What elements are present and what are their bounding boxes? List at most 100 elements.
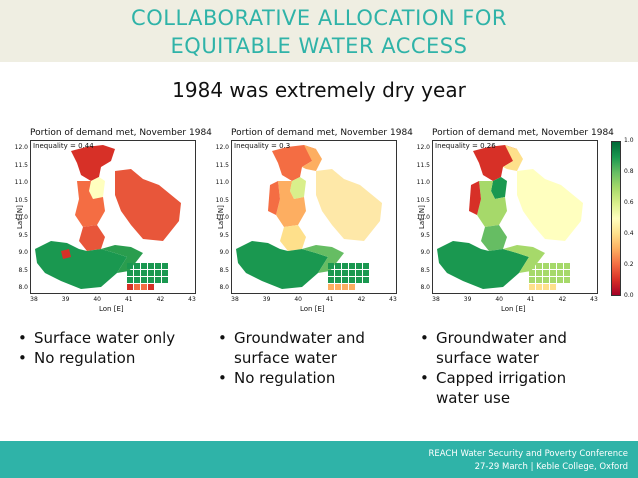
inequality-label: Inequality = 0.3 xyxy=(234,142,291,150)
y-tick-label: 9.5 xyxy=(420,231,430,239)
region-north xyxy=(272,145,316,181)
y-tick-label: 9.0 xyxy=(420,249,430,256)
bullet-item: No regulation xyxy=(18,348,175,368)
colorbar xyxy=(611,141,621,296)
y-tick-label: 12.0 xyxy=(215,144,229,151)
map-panel-3: Portion of demand met, November 1984 Ine… xyxy=(420,128,614,318)
region-east xyxy=(115,169,181,241)
y-tick-label: 12.0 xyxy=(14,144,28,151)
y-tick-label: 8.0 xyxy=(18,284,28,291)
map-plot: Inequality = 0.3 xyxy=(231,140,397,294)
colorbar-tick-label: 0.6 xyxy=(624,199,634,206)
region-mid xyxy=(79,225,105,251)
region-red-spot xyxy=(61,249,71,259)
map-plot: Inequality = 0.26 xyxy=(432,140,598,294)
region-central xyxy=(75,181,105,227)
map-panel-1: Portion of demand met, November 1984 Ine… xyxy=(18,128,212,318)
region-east xyxy=(316,169,382,241)
panel-title: Portion of demand met, November 1984 xyxy=(231,128,413,138)
y-tick-label: 12.0 xyxy=(416,144,430,151)
demand-grid xyxy=(127,263,168,290)
y-tick-label: 9.0 xyxy=(219,249,229,256)
map-svg xyxy=(35,145,181,289)
y-tick-label: 11.5 xyxy=(416,161,430,169)
region-mid xyxy=(481,225,507,251)
slide-subtitle: 1984 was extremely dry year xyxy=(172,78,466,102)
y-tick-label: 8.0 xyxy=(219,284,229,291)
y-tick-label: 10.5 xyxy=(215,196,229,204)
region-east xyxy=(517,169,583,241)
region-southwest xyxy=(236,241,328,289)
map-svg xyxy=(236,145,382,289)
y-tick-label: 8.5 xyxy=(18,266,28,274)
x-tick-label: 40 xyxy=(495,296,503,303)
region-north-east xyxy=(503,145,523,171)
y-tick-label: 10.5 xyxy=(416,196,430,204)
colorbar-tick-label: 0.4 xyxy=(624,230,634,237)
x-axis-label: Lon [E] xyxy=(99,305,124,313)
footer-band: REACH Water Security and Poverty Confere… xyxy=(0,441,638,478)
y-axis-label: Lat [N] xyxy=(418,205,426,229)
region-north-center xyxy=(491,177,507,199)
bullet-item: No regulation xyxy=(218,368,398,388)
x-tick-label: 42 xyxy=(558,296,567,303)
y-tick-label: 11.0 xyxy=(14,179,28,186)
colorbar-tick-label: 1.0 xyxy=(624,137,634,144)
x-axis-label: Lon [E] xyxy=(300,305,325,313)
x-tick-label: 40 xyxy=(294,296,302,303)
x-tick-label: 39 xyxy=(61,296,70,303)
footer-line1: REACH Water Security and Poverty Confere… xyxy=(428,449,628,459)
x-tick-label: 42 xyxy=(357,296,366,303)
colorbar-tick-label: 0.2 xyxy=(624,261,634,268)
region-west xyxy=(268,181,280,215)
bullet-list-3: Groundwater and surface water Capped irr… xyxy=(420,328,610,408)
map-plot: Inequality = 0.44 xyxy=(30,140,196,294)
bullet-item: Capped irrigation water use xyxy=(420,368,610,408)
y-tick-label: 10.5 xyxy=(14,196,28,204)
y-tick-label: 8.5 xyxy=(219,266,229,274)
x-tick-label: 42 xyxy=(156,296,165,303)
region-north-center xyxy=(290,177,306,199)
y-tick-label: 10.0 xyxy=(14,214,28,221)
y-axis-label: Lat [N] xyxy=(217,205,225,229)
region-mid xyxy=(280,225,306,251)
y-tick-label: 10.0 xyxy=(416,214,430,221)
region-north xyxy=(71,145,115,181)
inequality-label: Inequality = 0.44 xyxy=(33,142,94,150)
panel-title: Portion of demand met, November 1984 xyxy=(30,128,212,138)
y-tick-label: 8.5 xyxy=(420,266,430,274)
demand-grid xyxy=(529,263,570,290)
region-central xyxy=(276,181,306,227)
x-tick-label: 43 xyxy=(188,296,196,303)
bullet-list-1: Surface water only No regulation xyxy=(18,328,175,368)
map-svg xyxy=(437,145,583,289)
x-tick-label: 40 xyxy=(93,296,101,303)
y-tick-label: 11.0 xyxy=(416,179,430,186)
region-west xyxy=(469,181,481,215)
y-tick-label: 9.0 xyxy=(18,249,28,256)
region-north xyxy=(473,145,517,181)
y-axis-label: Lat [N] xyxy=(16,205,24,229)
x-tick-label: 43 xyxy=(590,296,598,303)
x-tick-label: 38 xyxy=(30,296,38,303)
region-north-center xyxy=(89,177,105,199)
x-tick-label: 38 xyxy=(432,296,440,303)
y-tick-label: 11.5 xyxy=(215,161,229,169)
footer-line2: 27-29 March | Keble College, Oxford xyxy=(474,462,628,472)
x-tick-label: 38 xyxy=(231,296,239,303)
region-southwest xyxy=(35,241,127,289)
demand-grid xyxy=(328,263,369,290)
slide-title-line1: COLLABORATIVE ALLOCATION FOR xyxy=(131,6,507,30)
map-panel-2: Portion of demand met, November 1984 Ine… xyxy=(219,128,413,318)
x-tick-label: 41 xyxy=(325,296,334,303)
colorbar-tick-label: 0.8 xyxy=(624,168,634,175)
x-axis-label: Lon [E] xyxy=(501,305,526,313)
bullet-list-2: Groundwater and surface water No regulat… xyxy=(218,328,398,388)
x-tick-label: 41 xyxy=(124,296,133,303)
region-southwest xyxy=(437,241,529,289)
y-tick-label: 11.5 xyxy=(14,161,28,169)
y-tick-label: 8.0 xyxy=(420,284,430,291)
region-central xyxy=(477,181,507,227)
bullet-item: Surface water only xyxy=(18,328,175,348)
inequality-label: Inequality = 0.26 xyxy=(435,142,496,150)
